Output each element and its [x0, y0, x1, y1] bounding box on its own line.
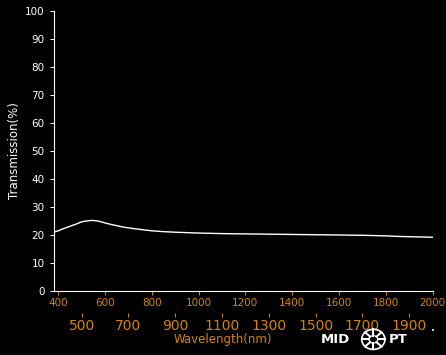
Y-axis label: Transmission(%): Transmission(%)	[8, 103, 21, 199]
Text: PT: PT	[388, 333, 407, 346]
Text: Wavelength(nm): Wavelength(nm)	[174, 333, 272, 346]
Text: MID: MID	[321, 333, 351, 346]
Text: •: •	[431, 328, 435, 334]
Circle shape	[369, 335, 378, 343]
